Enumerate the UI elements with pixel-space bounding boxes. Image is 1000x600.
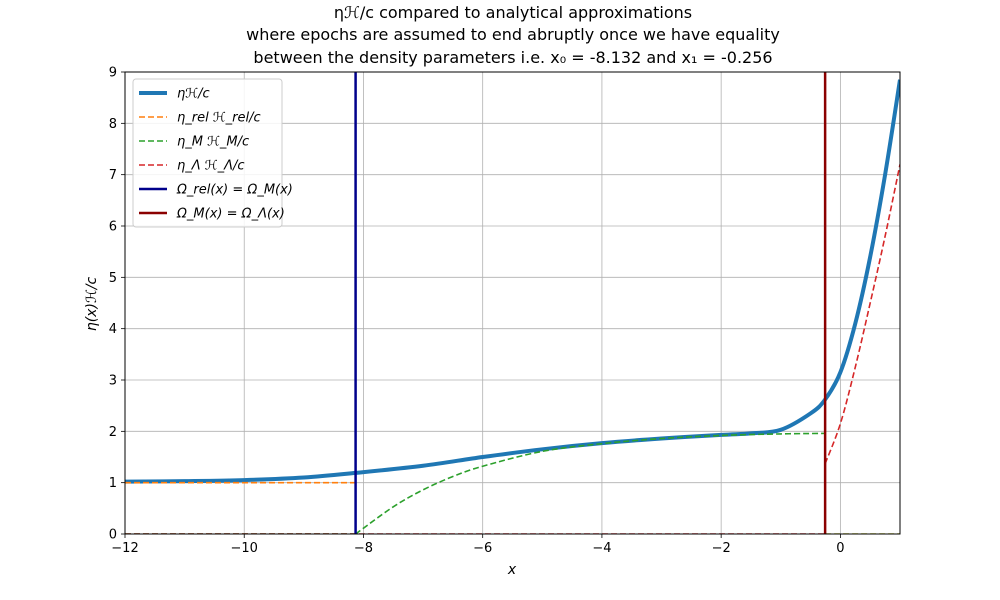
y-axis-label: η(x)ℋ/c <box>84 277 100 332</box>
title-line-3: between the density parameters i.e. x₀ =… <box>253 48 772 67</box>
legend-label: Ω_rel(x) = Ω_M(x) <box>176 183 293 198</box>
y-tick-label: 1 <box>109 476 117 491</box>
y-tick-label: 7 <box>109 168 117 183</box>
y-tick-label: 2 <box>109 425 117 440</box>
y-tick-label: 5 <box>109 271 117 286</box>
x-tick-label: −6 <box>473 541 492 556</box>
legend-label: η_Λ ℋ_Λ/c <box>177 159 245 174</box>
x-tick-label: −8 <box>354 541 373 556</box>
y-tick-label: 9 <box>109 66 117 81</box>
x-tick-label: −10 <box>231 541 258 556</box>
x-tick-label: −2 <box>712 541 731 556</box>
series-line-2 <box>355 432 826 534</box>
x-tick-label: −12 <box>111 541 138 556</box>
title-line-1: ηℋ/c compared to analytical approximatio… <box>334 3 692 22</box>
y-tick-label: 8 <box>109 117 117 132</box>
y-tick-label: 4 <box>109 322 117 337</box>
series-line-3 <box>824 164 900 464</box>
legend-label: η_M ℋ_M/c <box>177 135 249 150</box>
x-axis-label: x <box>507 562 517 578</box>
x-tick-label: −4 <box>592 541 611 556</box>
x-tick-label: 0 <box>836 541 844 556</box>
legend: ηℋ/c η_rel ℋ_rel/c η_M ℋ_M/c η_Λ ℋ_Λ/c Ω_rel… <box>132 78 293 228</box>
y-tick-label: 6 <box>109 220 117 235</box>
axis-ticks: −12 −10 −8 −6 −4 −2 0 0 1 2 3 4 5 6 7 8 9 <box>109 66 845 557</box>
plot-series <box>125 72 900 534</box>
legend-box <box>132 78 283 228</box>
plot-frame <box>124 71 901 535</box>
y-tick-label: 3 <box>109 374 117 389</box>
y-tick-label: 0 <box>109 528 117 543</box>
legend-label: Ω_M(x) = Ω_Λ(x) <box>176 207 285 222</box>
title-line-2: where epochs are assumed to end abruptly… <box>246 25 780 44</box>
legend-label: η_rel ℋ_rel/c <box>177 111 261 126</box>
legend-label: ηℋ/c <box>177 87 210 102</box>
chart-title: ηℋ/c compared to analytical approximatio… <box>246 3 780 67</box>
